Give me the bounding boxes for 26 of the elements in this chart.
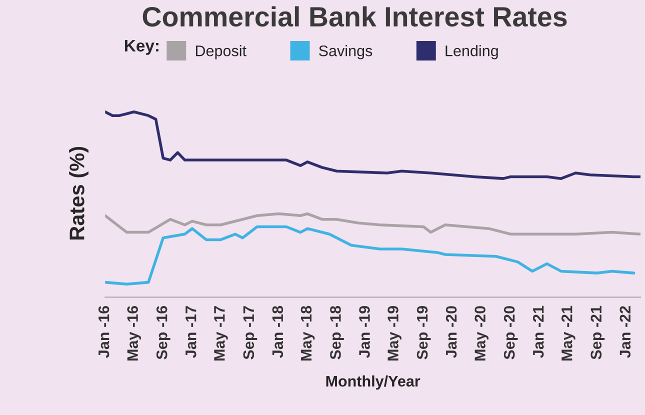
x-axis-title: Monthly/Year bbox=[326, 375, 420, 390]
x-tick-label: Jan -19 bbox=[359, 306, 370, 358]
x-tick-label: Jan -18 bbox=[272, 306, 284, 358]
x-tick-label: Jan -21 bbox=[532, 306, 544, 358]
x-tick-label: Jan -16 bbox=[98, 306, 110, 358]
x-tick-label: Sep -16 bbox=[156, 306, 170, 360]
x-tick-label: May -19 bbox=[388, 306, 402, 360]
x-tick-label: May -21 bbox=[561, 306, 576, 360]
y-axis-title: Rates (%) bbox=[69, 146, 88, 240]
x-tick-label: Sep -20 bbox=[504, 306, 518, 360]
x-tick-label: May -20 bbox=[474, 306, 488, 360]
x-tick-label: Jan -17 bbox=[186, 306, 196, 358]
x-tick-label: May -18 bbox=[300, 306, 315, 360]
x-tick-label: Sep -21 bbox=[590, 306, 605, 360]
x-tick-label: May -17 bbox=[214, 306, 228, 360]
x-tick-label: Sep -19 bbox=[416, 306, 431, 360]
legend-label: Lending bbox=[446, 45, 498, 60]
x-tick-label: Sep -17 bbox=[243, 306, 258, 360]
x-tick-label: Sep -18 bbox=[330, 306, 344, 360]
x-tick-label: Jan -20 bbox=[446, 306, 457, 358]
chart-title: Commercial Bank Interest Rates bbox=[142, 6, 567, 27]
x-tick-label: Jan -22 bbox=[620, 306, 631, 358]
legend-label: Savings bbox=[319, 45, 372, 60]
legend-label: Deposit bbox=[196, 45, 246, 60]
legend-title: Key: bbox=[124, 40, 158, 55]
x-tick-label: May -16 bbox=[127, 306, 142, 360]
